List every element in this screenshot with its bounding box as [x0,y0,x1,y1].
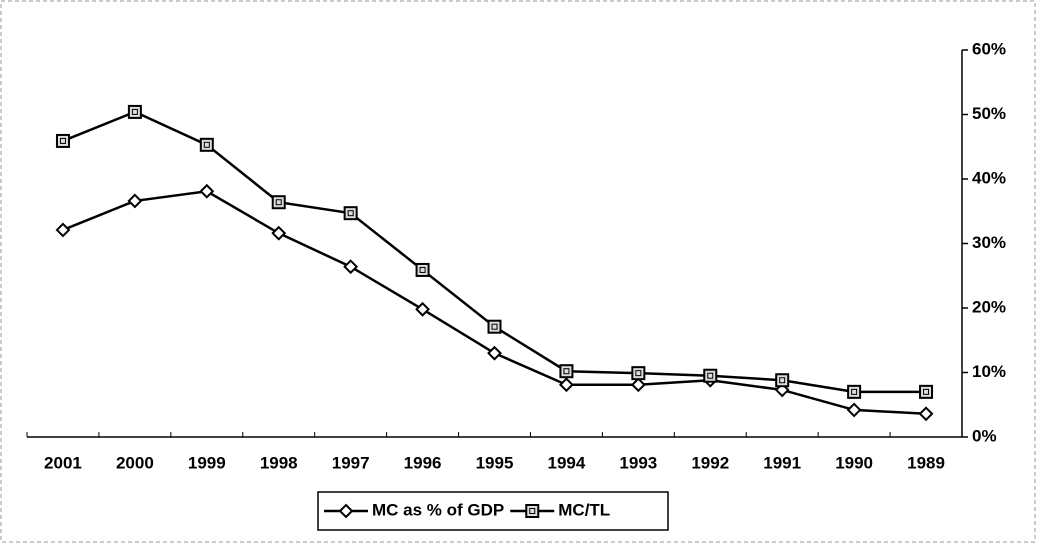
x-tick-label: 1997 [332,453,370,472]
square-marker-inner [59,137,66,144]
diamond-marker [918,406,934,422]
square-marker [343,206,358,221]
square-marker [525,504,540,518]
square-marker [127,104,142,119]
square-marker [775,373,790,388]
diamond-marker [127,193,143,209]
square-marker-inner [779,377,786,384]
square-marker-inner [635,370,642,377]
diamond-marker [199,183,215,199]
diamond-marker [338,503,354,519]
y-tick-label: 60% [972,39,1006,58]
square-marker-inner [563,368,570,375]
legend-box [317,491,669,531]
square-marker-inner [203,141,210,148]
diamond-marker [630,377,646,393]
diamond-marker [559,377,574,393]
x-tick-label: 1999 [188,453,226,472]
series-line [62,189,927,416]
x-tick-label: 1990 [835,453,873,472]
square-marker-inner [347,210,354,217]
square-marker [271,195,286,210]
x-tick-label: 1994 [548,453,586,472]
square-marker-inner [529,508,536,514]
square-marker-inner [419,266,426,273]
y-tick-label: 20% [972,297,1006,316]
square-marker [847,384,862,399]
x-tick-label: 1998 [260,453,298,472]
x-tick-label: 2001 [44,453,82,472]
square-marker [487,319,502,334]
diamond-marker [415,301,430,317]
square-marker [919,384,934,399]
square-marker [559,364,574,379]
x-tick-label: 1993 [619,453,657,472]
square-marker [199,137,214,152]
diamond-marker [487,345,502,361]
y-tick-label: 10% [972,362,1006,381]
y-tick-label: 30% [972,233,1006,252]
x-tick-label: 1995 [476,453,514,472]
x-tick-label: 1989 [907,453,945,472]
square-marker-inner [491,323,498,330]
legend-label: MC/TL [558,500,610,519]
diamond-marker [343,259,359,275]
square-marker-inner [131,108,138,115]
legend-label: MC as % of GDP [372,500,504,519]
square-marker-inner [707,372,714,379]
diamond-marker [55,222,71,238]
x-tick-label: 1992 [691,453,729,472]
y-tick-label: 0% [972,426,997,445]
square-marker-inner [923,388,930,395]
y-tick-label: 50% [972,104,1006,123]
square-marker [55,133,70,148]
square-marker [415,262,430,277]
x-tick-label: 1996 [404,453,442,472]
square-marker [703,368,718,383]
x-tick-label: 2000 [116,453,154,472]
square-marker-inner [275,199,282,206]
diamond-marker [271,225,287,241]
x-tick-label: 1991 [763,453,801,472]
diamond-marker [846,402,862,418]
square-marker-inner [851,388,858,395]
y-tick-label: 40% [972,168,1006,187]
square-marker [631,366,646,381]
